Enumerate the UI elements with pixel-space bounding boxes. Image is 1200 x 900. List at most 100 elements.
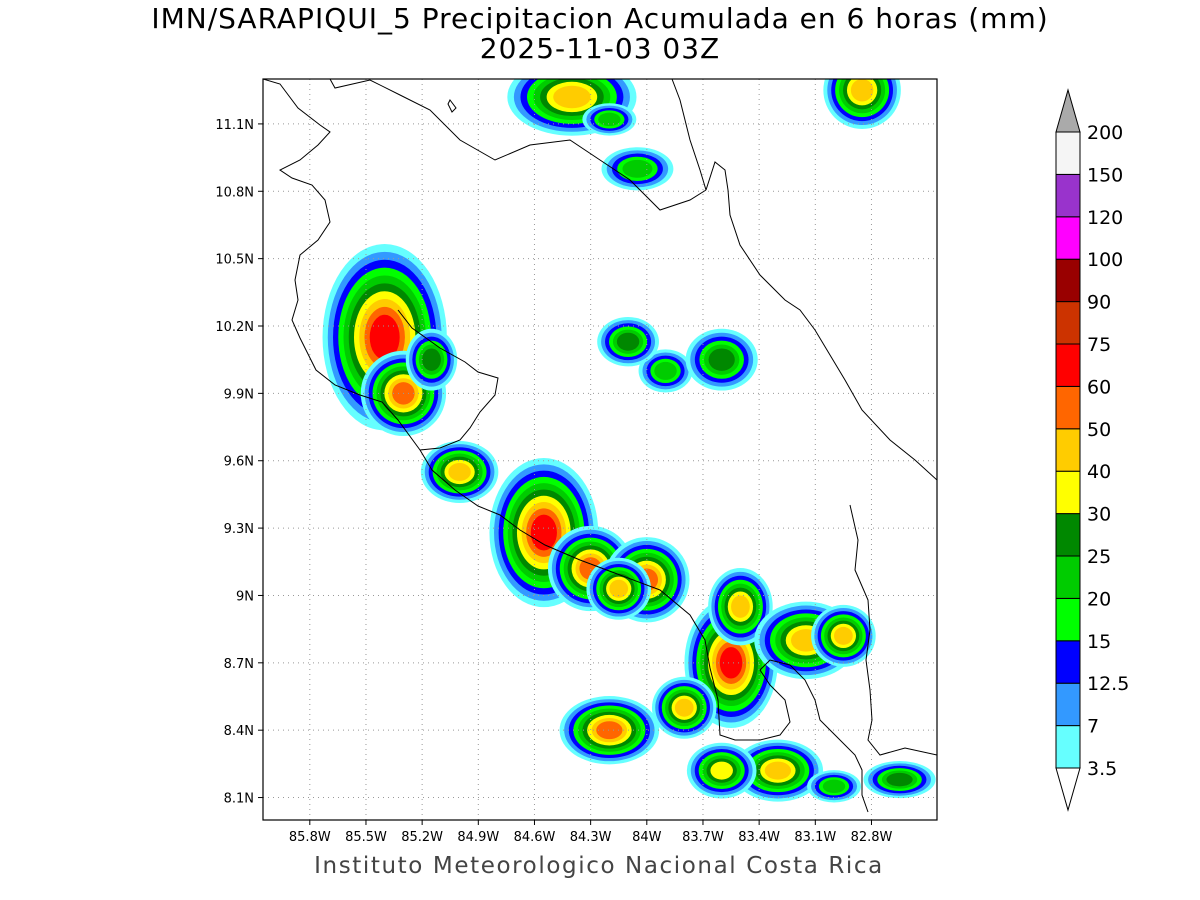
y-tick-label: 8.7N xyxy=(224,657,254,672)
x-tick-label: 85.2W xyxy=(401,830,443,845)
rain-contour xyxy=(654,361,677,380)
x-tick-label: 84.9W xyxy=(457,830,499,845)
map-title: IMN/SARAPIQUI_5 Precipitacion Acumulada … xyxy=(151,2,1049,35)
plot-area xyxy=(263,79,937,820)
map-date: 2025-11-03 03Z xyxy=(479,32,721,65)
rain-contour xyxy=(674,698,694,717)
y-tick-label: 9.9N xyxy=(224,387,254,402)
rain-contour xyxy=(731,595,750,618)
rain-contour xyxy=(886,772,913,787)
rain-cell xyxy=(586,557,652,620)
rain-contour xyxy=(719,647,743,679)
colorbar-segment xyxy=(1055,343,1081,387)
rain-contour xyxy=(616,332,640,351)
rain-cell xyxy=(807,770,861,803)
rain-cell xyxy=(405,328,458,391)
y-tick-label: 8.1N xyxy=(224,792,254,807)
rain-cell xyxy=(863,761,936,799)
rain-contour xyxy=(553,85,591,109)
colorbar-segment xyxy=(1055,555,1081,599)
pacific-coastline xyxy=(263,79,869,813)
panama-border xyxy=(849,504,937,756)
colorbar-segment xyxy=(1055,428,1081,472)
colorbar-label: 40 xyxy=(1087,461,1111,483)
colorbar-label: 15 xyxy=(1087,631,1111,653)
colorbar-segment xyxy=(1055,470,1081,515)
colorbar-label: 90 xyxy=(1087,292,1111,314)
y-tick-label: 10.8N xyxy=(215,185,254,200)
colorbar-label: 30 xyxy=(1087,504,1111,526)
x-tick-label: 85.8W xyxy=(289,830,331,845)
colorbar-label: 200 xyxy=(1087,122,1123,144)
rain-contour xyxy=(622,159,653,178)
colorbar-segment xyxy=(1055,725,1081,769)
rain-contour xyxy=(850,79,874,102)
rain-cell xyxy=(582,103,637,136)
rain-cell xyxy=(651,676,717,739)
x-tick-label: 83.1W xyxy=(794,830,836,845)
x-tick-label: 84W xyxy=(632,830,662,845)
rain-contour xyxy=(598,112,621,127)
rain-cell xyxy=(732,739,824,802)
x-tick-label: 85.5W xyxy=(345,830,387,845)
x-tick-label: 83.4W xyxy=(738,830,780,845)
y-tick-label: 10.5N xyxy=(215,253,254,268)
colorbar-label: 100 xyxy=(1087,249,1123,271)
colorbar-label: 50 xyxy=(1087,419,1111,441)
x-tick-label: 82.8W xyxy=(851,830,893,845)
rain-contour xyxy=(596,721,623,740)
nicaragua-border xyxy=(329,79,707,211)
colorbar-segment xyxy=(1055,385,1081,430)
colorbar-label: 20 xyxy=(1087,588,1111,610)
y-tick-label: 9N xyxy=(236,589,254,604)
colorbar-label: 120 xyxy=(1087,207,1123,229)
precipitation-field xyxy=(322,79,936,803)
rain-cell xyxy=(685,328,758,391)
colorbar-segment xyxy=(1055,258,1081,303)
island-shape xyxy=(447,99,457,113)
axes: 85.8W 85.5W 85.2W 84.9W 84.6W 84.3W 84W 83.7W 83… xyxy=(215,118,892,845)
y-tick-label: 8.4N xyxy=(224,724,254,739)
rain-cell xyxy=(597,317,659,367)
colorbar-segment xyxy=(1055,301,1081,345)
rain-cell xyxy=(601,147,674,191)
colorbar-label: 60 xyxy=(1087,376,1111,398)
rain-contour xyxy=(822,779,846,794)
nicoya-gulf xyxy=(397,309,499,451)
y-tick-label: 11.1N xyxy=(215,118,254,133)
rain-contour xyxy=(609,579,629,598)
coastlines xyxy=(263,79,937,813)
colorbar-label: 150 xyxy=(1087,164,1123,186)
rain-contour xyxy=(448,462,471,481)
rain-contour xyxy=(369,314,400,360)
colorbar-segment xyxy=(1055,513,1081,557)
rain-cell xyxy=(708,567,773,646)
rain-contour xyxy=(834,626,853,645)
colorbar-segment xyxy=(1055,640,1081,684)
rain-cell xyxy=(559,696,660,765)
rain-cell xyxy=(638,349,693,393)
rain-cell xyxy=(823,79,901,129)
x-tick-label: 84.6W xyxy=(514,830,556,845)
x-tick-label: 83.7W xyxy=(682,830,724,845)
caribbean-coastline xyxy=(705,161,937,481)
rain-contour xyxy=(422,348,441,371)
nicaragua-east-coast xyxy=(671,79,707,191)
colorbar-label: 12.5 xyxy=(1087,673,1129,695)
rain-cell xyxy=(686,742,757,799)
y-tick-label: 10.2N xyxy=(215,320,254,335)
colorbar-segment xyxy=(1055,597,1081,642)
rain-contour xyxy=(710,761,733,780)
rain-cell xyxy=(420,440,499,503)
colorbar-under-triangle xyxy=(1055,767,1081,812)
rain-cell xyxy=(811,604,876,667)
colorbar-label: 3.5 xyxy=(1087,758,1117,780)
colorbar-over-triangle xyxy=(1055,88,1081,133)
colorbar-segment xyxy=(1055,216,1081,260)
x-tick-label: 84.3W xyxy=(570,830,612,845)
colorbar: 3.5 7 12.5 15 20 25 30 40 50 60 75 90 100 120 150 200 xyxy=(1055,88,1129,812)
colorbar-label: 25 xyxy=(1087,546,1111,568)
colorbar-segment xyxy=(1055,682,1081,727)
y-tick-label: 9.6N xyxy=(224,455,254,470)
